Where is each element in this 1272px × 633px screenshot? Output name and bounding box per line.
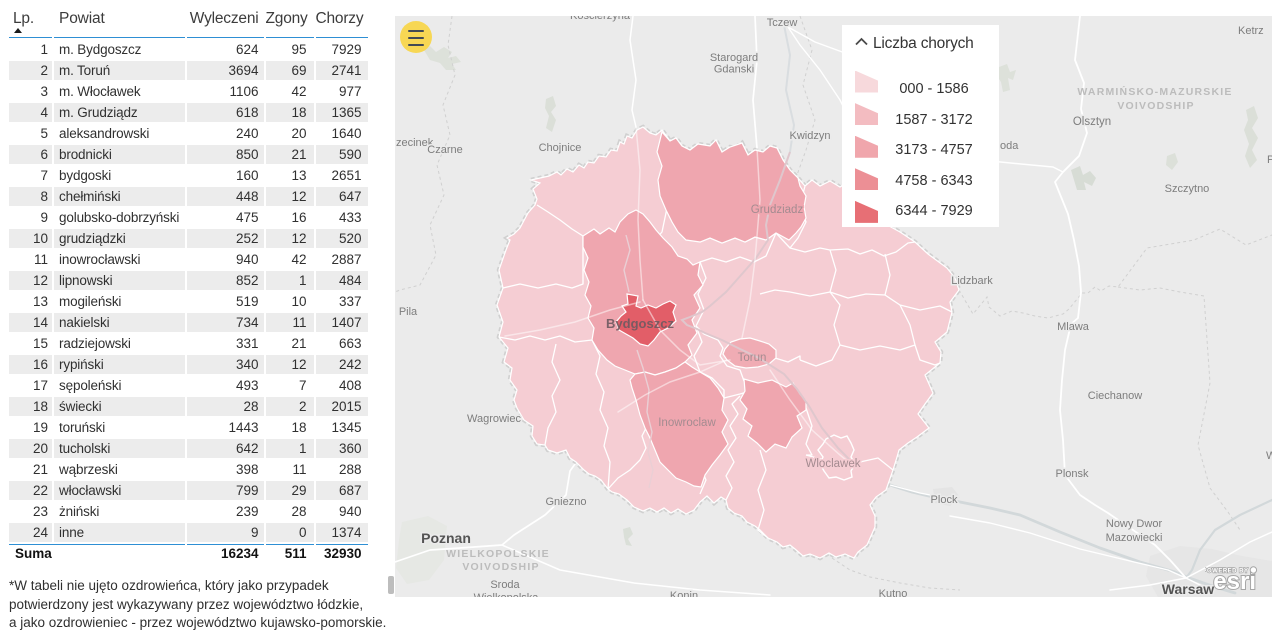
svg-text:Plock: Plock (931, 494, 958, 506)
svg-text:Nowy Dwor: Nowy Dwor (1106, 518, 1163, 530)
svg-text:Konin: Konin (670, 590, 698, 597)
svg-text:Olsztyn: Olsztyn (1073, 116, 1111, 128)
svg-text:Chojnice: Chojnice (539, 142, 582, 154)
svg-text:Starogard: Starogard (710, 52, 758, 64)
svg-text:Grudziadz: Grudziadz (751, 204, 804, 216)
svg-text:Pila: Pila (399, 306, 418, 318)
svg-text:Wy: Wy (1266, 450, 1272, 462)
svg-text:Mlawa: Mlawa (1057, 321, 1090, 333)
svg-text:Torun: Torun (738, 352, 767, 364)
svg-text:POWERED BY: POWERED BY (1205, 569, 1249, 575)
svg-text:zecinek: zecinek (396, 137, 434, 149)
svg-text:Sroda: Sroda (490, 579, 520, 591)
svg-text:VOIVODSHIP: VOIVODSHIP (1117, 100, 1194, 112)
svg-text:WARMIŃSKO-MAZURSKIE: WARMIŃSKO-MAZURSKIE (1077, 85, 1232, 98)
svg-text:Wagrowiec: Wagrowiec (467, 413, 521, 425)
svg-text:VOIVODSHIP: VOIVODSHIP (462, 561, 539, 573)
svg-text:Szczytno: Szczytno (1165, 183, 1210, 195)
svg-text:Koscierzyna: Koscierzyna (570, 16, 631, 22)
svg-text:WIELKOPOLSKIE: WIELKOPOLSKIE (446, 548, 550, 560)
svg-text:Lidzbark: Lidzbark (951, 275, 993, 287)
svg-text:Warsaw: Warsaw (1162, 581, 1215, 597)
svg-text:Kutno: Kutno (879, 588, 908, 597)
svg-text:Gdanski: Gdanski (714, 64, 754, 76)
svg-text:Czarne: Czarne (427, 144, 462, 156)
svg-text:Wielkopolska: Wielkopolska (474, 592, 540, 597)
svg-text:Ketrz: Ketrz (1238, 25, 1264, 37)
svg-text:Ciechanow: Ciechanow (1088, 390, 1142, 402)
svg-text:Bydgoszcz: Bydgoszcz (606, 316, 674, 331)
svg-text:Kwidzyn: Kwidzyn (790, 130, 831, 142)
svg-text:esri: esri (1213, 568, 1256, 595)
svg-text:P: P (1267, 154, 1272, 166)
svg-text:Inowroclaw: Inowroclaw (658, 417, 716, 429)
svg-text:Gniezno: Gniezno (546, 496, 587, 508)
svg-text:Poznan: Poznan (421, 530, 471, 546)
svg-text:Wloclawek: Wloclawek (806, 458, 861, 470)
svg-text:Mazowiecki: Mazowiecki (1106, 532, 1163, 544)
svg-text:Tczew: Tczew (767, 17, 798, 29)
svg-text:oda: oda (1000, 140, 1019, 152)
svg-text:Plonsk: Plonsk (1055, 468, 1089, 480)
